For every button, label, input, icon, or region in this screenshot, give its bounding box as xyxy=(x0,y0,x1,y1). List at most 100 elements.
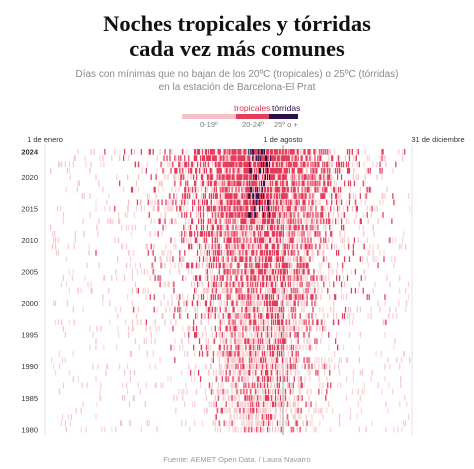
heatmap-cell xyxy=(241,212,243,218)
heatmap-cell xyxy=(234,249,236,256)
heatmap-cell xyxy=(146,268,148,275)
heatmap-cell xyxy=(253,231,255,237)
heatmap-cell xyxy=(340,212,343,218)
heatmap-cell xyxy=(248,300,250,307)
heatmap-cell xyxy=(253,167,255,174)
heatmap-cell xyxy=(276,180,279,187)
heatmap-cell xyxy=(193,155,195,162)
heatmap-cell xyxy=(282,231,285,237)
heatmap-cell xyxy=(258,401,260,408)
heatmap-cell xyxy=(193,275,195,281)
heatmap-cell xyxy=(272,149,275,155)
heatmap-cell xyxy=(188,325,190,332)
heatmap-cell xyxy=(244,249,246,256)
heatmap-cell xyxy=(399,243,401,250)
heatmap-chart: 1 de enero 1 de agosto 31 de diciembre 2… xyxy=(21,135,465,435)
heatmap-cell xyxy=(279,300,282,307)
heatmap-cell xyxy=(219,218,221,225)
heatmap-cell xyxy=(298,319,300,326)
heatmap-cell xyxy=(339,231,342,237)
heatmap-cell xyxy=(297,155,299,162)
heatmap-cell xyxy=(257,420,259,427)
heatmap-cell xyxy=(231,388,233,395)
heatmap-cell xyxy=(347,167,350,174)
heatmap-cell xyxy=(273,357,276,363)
heatmap-cell xyxy=(351,249,354,256)
heatmap-cell xyxy=(235,363,237,370)
heatmap-cell xyxy=(107,363,109,370)
heatmap-cell xyxy=(187,350,189,357)
heatmap-cell xyxy=(181,237,183,244)
heatmap-cell xyxy=(289,369,291,376)
heatmap-cell xyxy=(252,268,254,275)
heatmap-cell xyxy=(258,313,260,319)
heatmap-cell xyxy=(242,212,244,218)
heatmap-cell xyxy=(276,249,279,256)
heatmap-cell xyxy=(383,155,385,162)
heatmap-cell xyxy=(356,205,358,212)
heatmap-cell xyxy=(215,155,217,162)
heatmap-cell xyxy=(304,199,306,206)
heatmap-cell xyxy=(297,338,299,345)
heatmap-cell xyxy=(368,186,370,193)
heatmap-cell xyxy=(227,376,229,382)
heatmap-cell xyxy=(278,420,281,427)
heatmap-cell xyxy=(259,262,261,269)
heatmap-cell xyxy=(349,407,352,414)
heatmap-cell xyxy=(257,237,259,244)
heatmap-cell xyxy=(270,256,273,262)
heatmap-cell xyxy=(269,275,272,281)
heatmap-cell xyxy=(399,275,401,281)
heatmap-cell xyxy=(281,319,284,326)
heatmap-cell xyxy=(230,357,232,363)
heatmap-cell xyxy=(209,149,212,155)
heatmap-cell xyxy=(291,388,293,395)
heatmap-cell xyxy=(241,363,243,370)
heatmap-cell xyxy=(218,332,220,338)
heatmap-cell xyxy=(245,344,247,351)
heatmap-cell xyxy=(235,294,237,300)
heatmap-cell xyxy=(349,180,352,187)
heatmap-cell xyxy=(392,167,394,174)
heatmap-cell xyxy=(285,300,287,307)
heatmap-cell xyxy=(181,369,183,376)
heatmap-cell xyxy=(110,218,112,225)
heatmap-cell xyxy=(251,426,253,433)
heatmap-cell xyxy=(283,275,285,281)
heatmap-cell xyxy=(230,332,232,338)
heatmap-cell xyxy=(259,344,261,351)
heatmap-cell xyxy=(298,344,300,351)
heatmap-cell xyxy=(279,268,282,275)
heatmap-cell xyxy=(208,231,211,237)
heatmap-cell xyxy=(245,401,247,408)
heatmap-cell xyxy=(64,420,67,427)
heatmap-cell xyxy=(208,306,211,313)
heatmap-cell xyxy=(266,149,269,155)
heatmap-cell xyxy=(251,268,253,275)
heatmap-cell xyxy=(209,180,212,187)
heatmap-cell xyxy=(340,287,343,294)
heatmap-cell xyxy=(266,313,269,319)
heatmap-cell xyxy=(266,395,268,401)
heatmap-cell xyxy=(219,306,221,313)
heatmap-cell xyxy=(205,199,208,206)
heatmap-cell xyxy=(286,218,288,225)
heatmap-cell xyxy=(318,363,320,370)
heatmap-cell xyxy=(320,338,322,345)
heatmap-cell xyxy=(210,306,213,313)
heatmap-cell xyxy=(216,193,218,199)
heatmap-cell xyxy=(258,376,260,382)
heatmap-cell xyxy=(338,249,340,256)
heatmap-cell xyxy=(332,268,334,275)
heatmap-cell xyxy=(293,300,295,307)
heatmap-cell xyxy=(197,149,200,155)
heatmap-cell xyxy=(207,262,210,269)
heatmap-cell xyxy=(262,174,264,180)
heatmap-cell xyxy=(295,344,297,351)
heatmap-cell xyxy=(153,186,155,193)
heatmap-cell xyxy=(244,300,246,307)
heatmap-cell xyxy=(319,186,321,193)
heatmap-cell xyxy=(200,193,203,199)
heatmap-cell xyxy=(272,224,275,231)
heatmap-cell xyxy=(106,199,108,206)
